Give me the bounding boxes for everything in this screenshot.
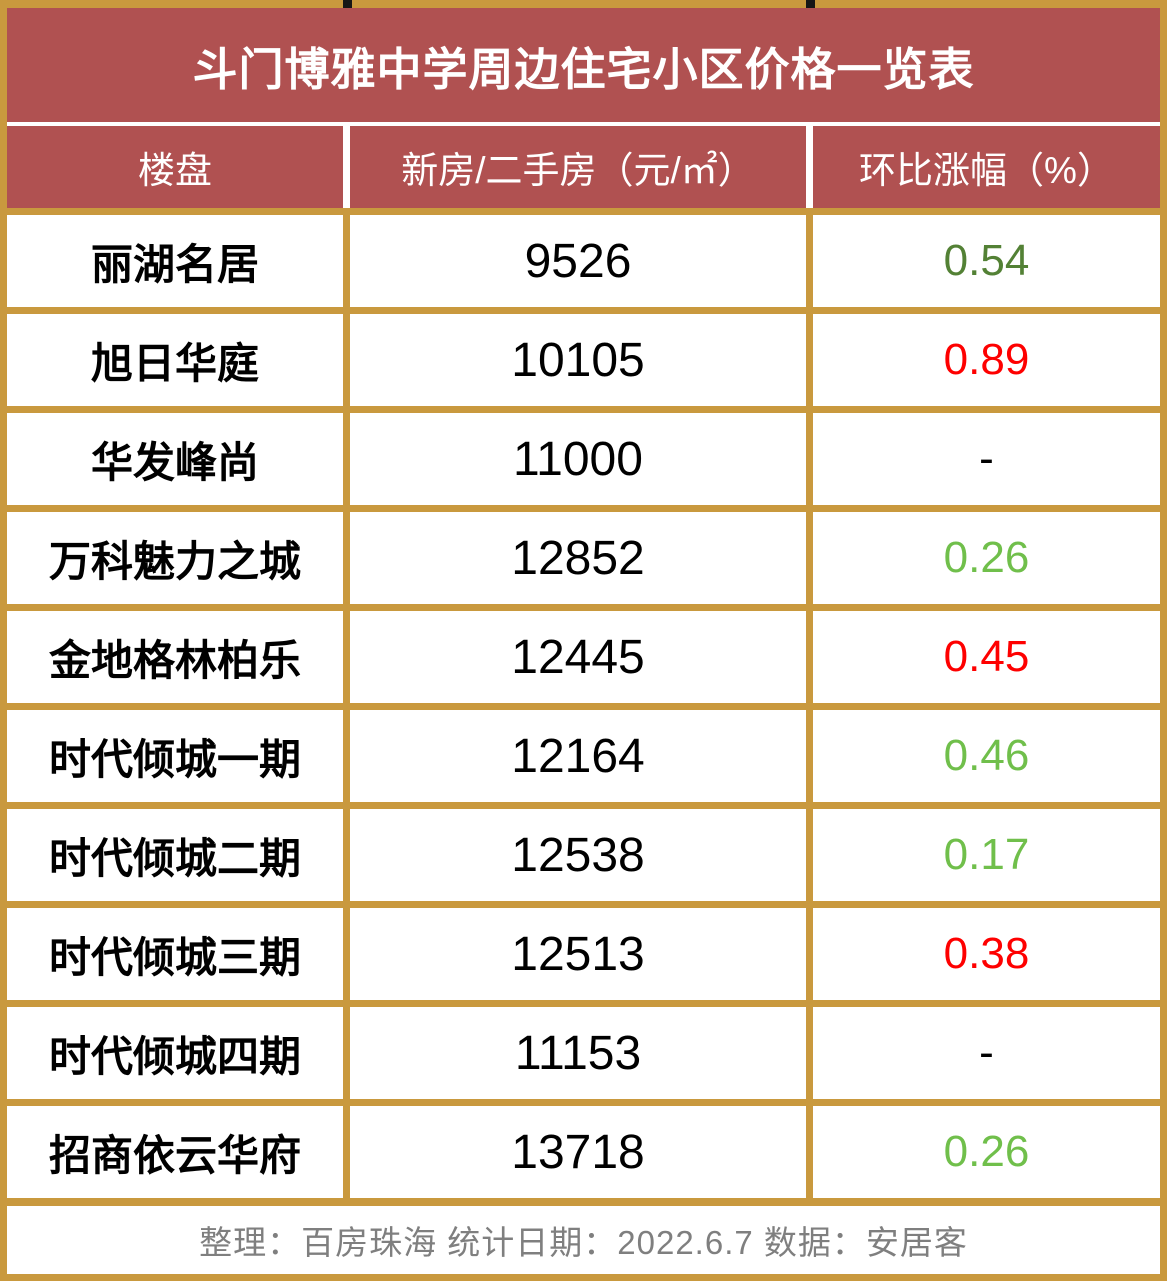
community-name: 旭日华庭 [7, 314, 343, 406]
table-row: 招商依云华府 13718 0.26 [7, 1106, 1160, 1198]
price-value: 11153 [350, 1007, 806, 1099]
community-name: 招商依云华府 [7, 1106, 343, 1198]
column-header-price: 新房/二手房（元/㎡） [350, 126, 806, 208]
change-value: - [813, 413, 1160, 505]
change-value: 0.26 [813, 1106, 1160, 1198]
page-title: 斗门博雅中学周边住宅小区价格一览表 [192, 43, 975, 95]
community-name: 万科魅力之城 [7, 512, 343, 604]
title-header-divider [7, 122, 1160, 126]
price-value: 12445 [350, 611, 806, 703]
community-name: 时代倾城四期 [7, 1007, 343, 1099]
table-row: 时代倾城三期 12513 0.38 [7, 908, 1160, 1000]
change-value: 0.38 [813, 908, 1160, 1000]
community-name: 时代倾城二期 [7, 809, 343, 901]
change-value: 0.17 [813, 809, 1160, 901]
source-attribution: 整理：百房珠海 统计日期：2022.6.7 数据：安居客 [199, 1224, 968, 1261]
table-row: 时代倾城二期 12538 0.17 [7, 809, 1160, 901]
table-body: 丽湖名居 9526 0.54 旭日华庭 10105 0.89 华发峰尚 1100… [7, 208, 1160, 1198]
community-name: 金地格林柏乐 [7, 611, 343, 703]
price-value: 12164 [350, 710, 806, 802]
change-value: 0.54 [813, 215, 1160, 307]
price-value: 12538 [350, 809, 806, 901]
table-row: 时代倾城四期 11153 - [7, 1007, 1160, 1099]
price-value: 10105 [350, 314, 806, 406]
column-header-community: 楼盘 [7, 126, 343, 208]
table-row: 时代倾城一期 12164 0.46 [7, 710, 1160, 802]
change-value: 0.46 [813, 710, 1160, 802]
top-border-tick-left [343, 0, 352, 8]
top-border-tick-right [806, 0, 815, 8]
community-name: 时代倾城一期 [7, 710, 343, 802]
change-value: - [813, 1007, 1160, 1099]
column-header-change: 环比涨幅（%） [813, 126, 1160, 208]
table-header-row: 楼盘 新房/二手房（元/㎡） 环比涨幅（%） [7, 126, 1160, 208]
table-footer-bar: 整理：百房珠海 统计日期：2022.6.7 数据：安居客 [7, 1206, 1160, 1274]
change-value: 0.26 [813, 512, 1160, 604]
price-value: 12852 [350, 512, 806, 604]
change-value: 0.45 [813, 611, 1160, 703]
table-row: 金地格林柏乐 12445 0.45 [7, 611, 1160, 703]
table-row: 万科魅力之城 12852 0.26 [7, 512, 1160, 604]
price-value: 11000 [350, 413, 806, 505]
table-row: 华发峰尚 11000 - [7, 413, 1160, 505]
table-row: 旭日华庭 10105 0.89 [7, 314, 1160, 406]
community-name: 丽湖名居 [7, 215, 343, 307]
change-value: 0.89 [813, 314, 1160, 406]
price-value: 13718 [350, 1106, 806, 1198]
price-value: 9526 [350, 215, 806, 307]
table-row: 丽湖名居 9526 0.54 [7, 215, 1160, 307]
community-name: 华发峰尚 [7, 413, 343, 505]
price-value: 12513 [350, 908, 806, 1000]
table-title-bar: 斗门博雅中学周边住宅小区价格一览表 [7, 8, 1160, 122]
community-name: 时代倾城三期 [7, 908, 343, 1000]
